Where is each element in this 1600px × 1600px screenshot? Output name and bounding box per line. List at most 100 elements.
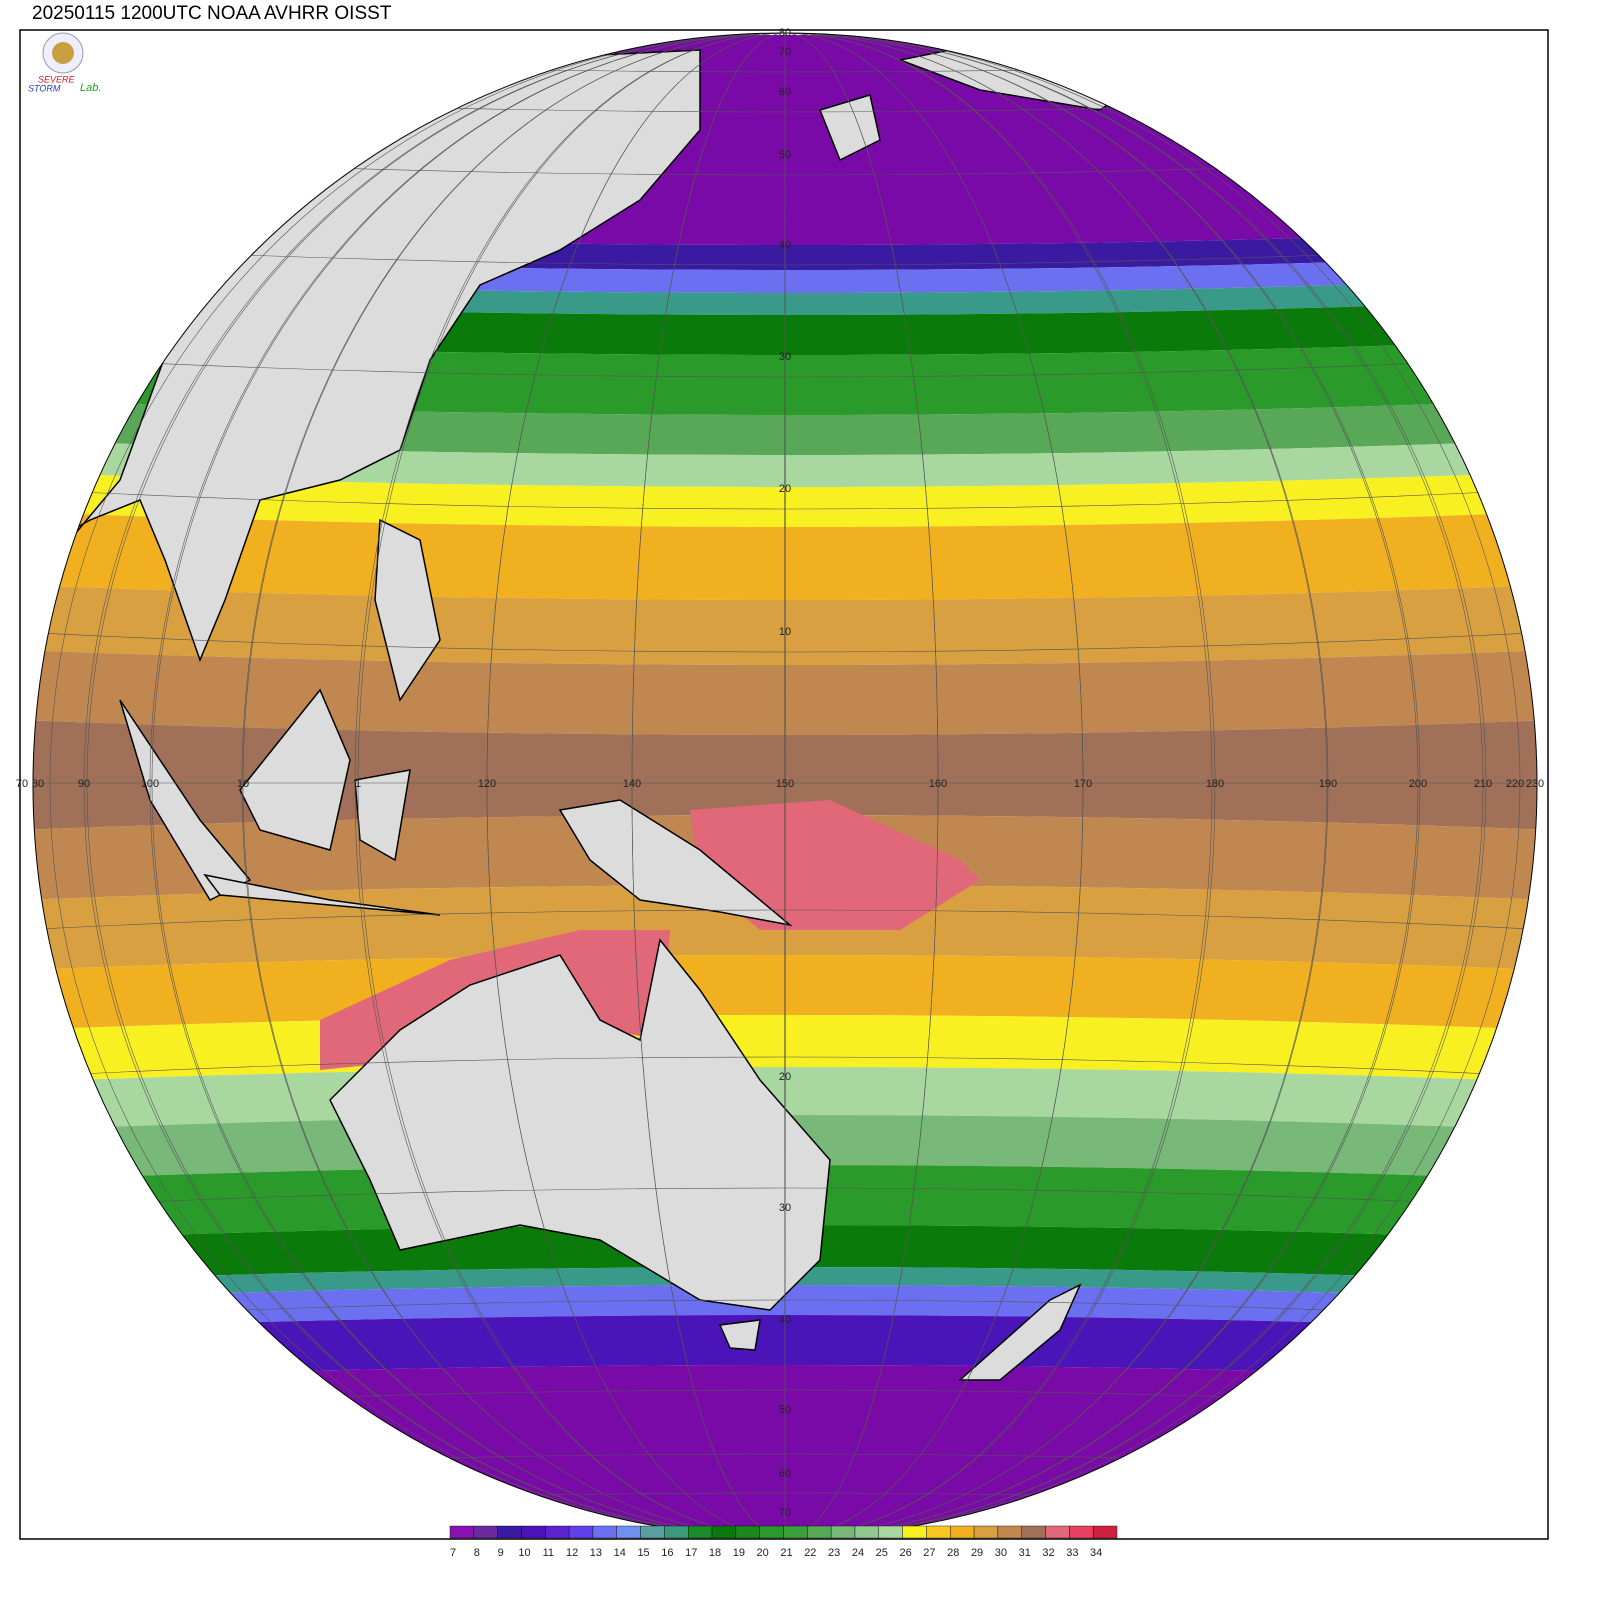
lat-label: 30 [779,1202,791,1214]
lat-label: 30 [779,351,791,363]
lat-label: 40 [779,239,791,251]
lat-label: 20 [779,483,791,495]
colorbar-cell [1045,1525,1070,1539]
lon-label: 100 [141,778,159,790]
colorbar-cell [664,1525,689,1539]
parallel [33,909,1537,931]
lat-label: 20 [779,1071,791,1083]
land [329,938,831,1311]
land [958,1283,1082,1381]
colorbar-label: 29 [971,1547,983,1559]
colorbar-cell [830,1525,856,1539]
colorbar-cell [902,1525,927,1539]
colorbar-label: 34 [1090,1547,1102,1559]
colorbar-label: 20 [757,1547,769,1559]
lon-label: 70 [16,778,28,790]
lon-label: 160 [929,778,947,790]
colorbar-label: 7 [450,1547,456,1559]
meridian [354,33,1216,1537]
colorbar-cell [997,1525,1022,1539]
colorbar-cell [1069,1525,1094,1539]
parallel [33,1187,1537,1209]
title: 20250115 1200UTC NOAA AVHRR OISST [32,3,392,24]
meridian [241,33,1329,1537]
meridian [83,33,1487,1537]
colorbar: 7 8 9 10 11 12 13 14 15 16 17 18 19 20 21 22 23 24 25 26 27 2… [449,1525,1118,1559]
colorbar-label: 23 [828,1547,840,1559]
lon-label: 230 [1526,778,1544,790]
logo-severe: SEVERE [38,74,76,84]
logo-seal-inner [52,42,74,64]
lat-label: 40 [779,1314,791,1326]
lon-label: 120 [478,778,496,790]
colorbar-label: 12 [566,1547,578,1559]
colorbar-label: 21 [780,1547,792,1559]
colorbar-cell [973,1525,999,1539]
colorbar-cell [807,1525,832,1539]
lon-label: 210 [1474,778,1492,790]
colorbar-cell [568,1525,594,1539]
colorbar-cell [688,1525,713,1539]
colorbar-cell [592,1525,617,1539]
meridian [486,33,1084,1537]
parallel [33,356,1537,378]
lon-label: 90 [78,778,90,790]
colorbar-label: 30 [995,1547,1007,1559]
land [239,688,351,851]
meridian [784,33,786,1537]
colorbar-label: 22 [804,1547,816,1559]
sst-band [33,472,1537,527]
colorbar-cell [926,1525,951,1539]
parallel [33,1056,1537,1078]
colorbar-label: 8 [474,1547,480,1559]
colorbar-label: 14 [614,1547,626,1559]
lon-label: 170 [1074,778,1092,790]
colorbar-cell [759,1525,784,1539]
colorbar-cell [473,1525,498,1539]
parallel [33,631,1537,653]
colorbar-cell [950,1525,975,1539]
lat-label: 10 [779,626,791,638]
colorbar-cell [1092,1525,1118,1539]
land [374,518,441,702]
lon-label: 150 [776,778,794,790]
parallel [33,488,1537,510]
lat-label: 80 [779,27,791,39]
colorbar-cell [449,1525,475,1539]
logo-storm: STORM [28,83,61,93]
meridian [242,33,1328,1537]
colorbar-label: 33 [1066,1547,1078,1559]
colorbar-label: 15 [637,1547,649,1559]
colorbar-cell [1021,1525,1046,1539]
colorbar-cell [497,1525,522,1539]
meridian [149,33,1421,1537]
warm-pool [690,800,980,930]
colorbar-cell [783,1525,808,1539]
meridian [357,33,1213,1537]
colorbar-label: 19 [733,1547,745,1559]
parallel [33,1299,1537,1321]
colorbar-label: 17 [685,1547,697,1559]
land [718,1319,761,1351]
meridian [49,33,1521,1537]
colorbar-label: 24 [852,1547,864,1559]
lat-label: 70 [779,46,791,58]
colorbar-cell [640,1525,665,1539]
colorbar-label: 28 [947,1547,959,1559]
colorbar-label: 13 [590,1547,602,1559]
land [558,799,793,927]
colorbar-label: 25 [876,1547,888,1559]
lon-label: 80 [32,778,44,790]
lon-label: 140 [623,778,641,790]
lat-label: 60 [779,1468,791,1480]
lon-label: 1 [355,778,361,790]
colorbar-label: 16 [661,1547,673,1559]
colorbar-label: 18 [709,1547,721,1559]
colorbar-label: 10 [518,1547,530,1559]
lon-label: 10 [237,778,249,790]
colorbar-cell [616,1525,641,1539]
meridian [86,33,1484,1537]
logo-lab: Lab. [80,82,101,94]
meridian [631,33,939,1537]
